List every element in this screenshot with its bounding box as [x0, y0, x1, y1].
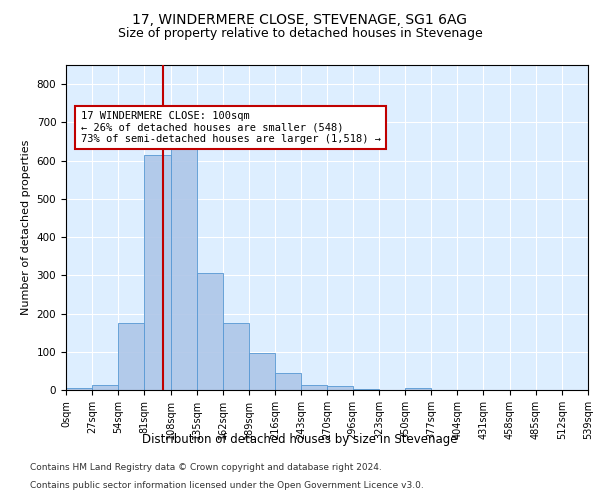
Text: Contains public sector information licensed under the Open Government Licence v3: Contains public sector information licen… [30, 481, 424, 490]
Text: Size of property relative to detached houses in Stevenage: Size of property relative to detached ho… [118, 28, 482, 40]
Bar [197, 274, 223, 390]
Bar [66, 388, 92, 390]
Text: 17 WINDERMERE CLOSE: 100sqm
← 26% of detached houses are smaller (548)
73% of se: 17 WINDERMERE CLOSE: 100sqm ← 26% of det… [80, 111, 380, 144]
Bar [92, 386, 118, 390]
Bar [118, 323, 145, 390]
Bar [223, 323, 249, 390]
Bar [275, 373, 301, 390]
Bar [145, 155, 170, 390]
Bar [405, 388, 431, 390]
Bar [301, 386, 328, 390]
Text: 17, WINDERMERE CLOSE, STEVENAGE, SG1 6AG: 17, WINDERMERE CLOSE, STEVENAGE, SG1 6AG [133, 12, 467, 26]
Bar [353, 389, 379, 390]
Text: Contains HM Land Registry data © Crown copyright and database right 2024.: Contains HM Land Registry data © Crown c… [30, 464, 382, 472]
Text: Distribution of detached houses by size in Stevenage: Distribution of detached houses by size … [142, 432, 458, 446]
Bar [170, 142, 197, 390]
Y-axis label: Number of detached properties: Number of detached properties [21, 140, 31, 315]
Bar [328, 386, 353, 390]
Bar [249, 353, 275, 390]
